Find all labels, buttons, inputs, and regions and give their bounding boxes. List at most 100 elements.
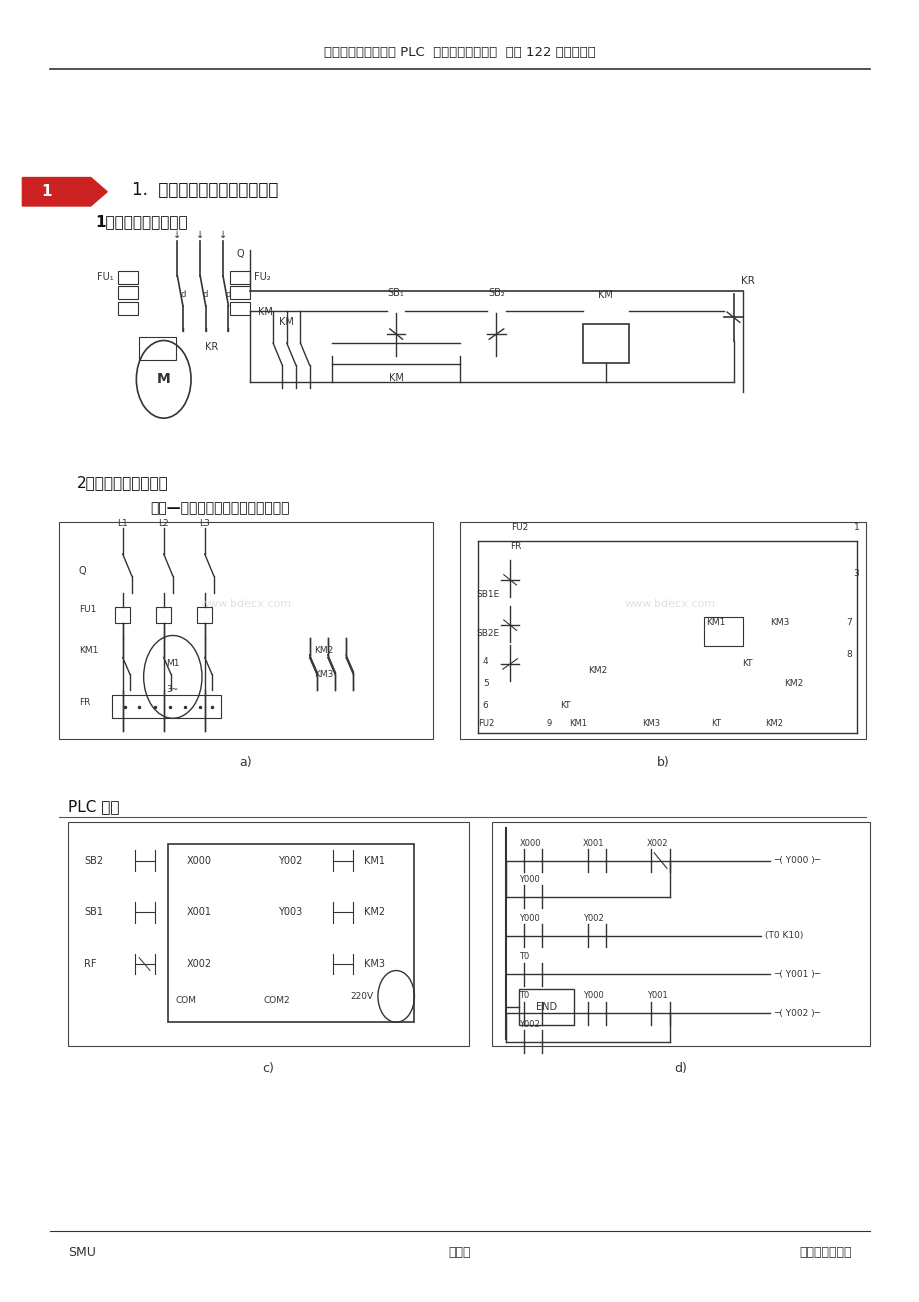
Text: 7: 7 bbox=[845, 618, 851, 628]
Text: FR: FR bbox=[510, 543, 521, 551]
Text: SB1: SB1 bbox=[85, 907, 103, 918]
Text: PLC 实现: PLC 实现 bbox=[68, 798, 119, 814]
Text: Y003: Y003 bbox=[278, 907, 301, 918]
Text: ─( Y001 )─: ─( Y001 )─ bbox=[774, 970, 820, 979]
Text: SB₁: SB₁ bbox=[388, 288, 404, 298]
Text: 1: 1 bbox=[853, 523, 858, 533]
Text: 220V: 220V bbox=[350, 992, 373, 1001]
Text: FU2: FU2 bbox=[478, 719, 494, 728]
Text: X001: X001 bbox=[187, 907, 211, 918]
Text: KM: KM bbox=[597, 290, 613, 301]
Text: M1: M1 bbox=[166, 659, 179, 668]
Text: T0: T0 bbox=[518, 953, 529, 961]
Text: KM1: KM1 bbox=[706, 618, 725, 628]
Text: FU₂: FU₂ bbox=[254, 272, 270, 283]
Text: FU1: FU1 bbox=[79, 605, 96, 615]
Text: KM: KM bbox=[389, 372, 403, 383]
Text: ↓: ↓ bbox=[196, 229, 204, 240]
Text: FR: FR bbox=[79, 698, 90, 707]
Text: KM3: KM3 bbox=[313, 669, 334, 678]
Bar bbox=[59, 522, 432, 740]
Bar bbox=[156, 607, 171, 622]
Text: FU₁: FU₁ bbox=[96, 272, 113, 283]
Bar bbox=[230, 302, 250, 315]
Text: 4: 4 bbox=[482, 656, 488, 665]
Text: KM1: KM1 bbox=[79, 647, 98, 655]
Text: SMU: SMU bbox=[68, 1246, 96, 1259]
Text: Q: Q bbox=[236, 249, 244, 259]
Text: COM2: COM2 bbox=[264, 996, 290, 1005]
Text: Y000: Y000 bbox=[518, 914, 539, 923]
Text: 3: 3 bbox=[853, 569, 858, 578]
Bar bbox=[118, 286, 138, 299]
Text: KM2: KM2 bbox=[587, 665, 607, 674]
Text: ↓: ↓ bbox=[219, 229, 227, 240]
Text: X000: X000 bbox=[187, 855, 211, 866]
Text: SB₂: SB₂ bbox=[488, 288, 505, 298]
Text: KM3: KM3 bbox=[364, 960, 385, 969]
Text: KT: KT bbox=[710, 719, 720, 728]
Bar bbox=[168, 844, 414, 1022]
Text: M: M bbox=[156, 372, 170, 387]
Text: 3~: 3~ bbox=[166, 685, 179, 694]
Text: X000: X000 bbox=[518, 838, 540, 848]
Text: KM1: KM1 bbox=[364, 855, 385, 866]
Text: 8: 8 bbox=[845, 651, 851, 659]
Text: www.bdecx.com: www.bdecx.com bbox=[200, 599, 291, 609]
Text: RF: RF bbox=[85, 960, 96, 969]
Text: Y000: Y000 bbox=[583, 991, 603, 1000]
Text: (T0 K10): (T0 K10) bbox=[765, 931, 803, 940]
Text: Y002: Y002 bbox=[518, 1019, 539, 1029]
Text: KM2: KM2 bbox=[313, 647, 333, 655]
Text: END: END bbox=[536, 1001, 557, 1012]
Text: KM2: KM2 bbox=[364, 907, 385, 918]
Bar bbox=[139, 337, 176, 359]
Text: 9: 9 bbox=[546, 719, 551, 728]
Bar bbox=[460, 522, 865, 740]
Text: L3: L3 bbox=[199, 519, 210, 529]
Text: SB1E: SB1E bbox=[476, 590, 499, 599]
Text: b): b) bbox=[656, 755, 668, 768]
Text: 测控技术与仪器: 测控技术与仪器 bbox=[799, 1246, 851, 1259]
Text: 5: 5 bbox=[482, 678, 488, 687]
Bar bbox=[518, 988, 573, 1025]
Text: ↓: ↓ bbox=[173, 229, 181, 240]
Text: 星形—三角形换接降压起动控制线路: 星形—三角形换接降压起动控制线路 bbox=[150, 501, 289, 516]
Bar bbox=[68, 822, 469, 1046]
Bar bbox=[704, 617, 742, 646]
Text: KM: KM bbox=[257, 307, 272, 318]
Text: 1.  笼型电动机的起动控制线路: 1. 笼型电动机的起动控制线路 bbox=[131, 181, 278, 199]
Text: KM1: KM1 bbox=[569, 719, 586, 728]
Text: 上海海事大学电气系 PLC  考试试题类型示例  测控 122 班委会编制: 上海海事大学电气系 PLC 考试试题类型示例 测控 122 班委会编制 bbox=[323, 46, 596, 59]
Text: Y001: Y001 bbox=[646, 991, 667, 1000]
Text: 1: 1 bbox=[41, 185, 52, 199]
Text: KR: KR bbox=[205, 342, 218, 352]
Text: KM2: KM2 bbox=[765, 719, 783, 728]
Text: d: d bbox=[225, 290, 231, 299]
Text: KT: KT bbox=[560, 700, 570, 710]
Text: 电气系: 电气系 bbox=[448, 1246, 471, 1259]
Text: d: d bbox=[203, 290, 208, 299]
Text: Y002: Y002 bbox=[278, 855, 301, 866]
Text: c): c) bbox=[262, 1062, 274, 1075]
Text: KM: KM bbox=[279, 318, 294, 327]
FancyArrow shape bbox=[22, 177, 108, 206]
Text: 2）降压起动控制线路: 2）降压起动控制线路 bbox=[77, 475, 169, 491]
Text: X002: X002 bbox=[646, 838, 668, 848]
Bar bbox=[111, 695, 221, 719]
Text: 6: 6 bbox=[482, 700, 488, 710]
Text: KM3: KM3 bbox=[769, 618, 789, 628]
Text: T0: T0 bbox=[518, 991, 529, 1000]
Text: KT: KT bbox=[742, 659, 753, 668]
Text: Y002: Y002 bbox=[583, 914, 603, 923]
Bar bbox=[230, 286, 250, 299]
Text: Q: Q bbox=[79, 566, 86, 575]
Text: ─( Y000 )─: ─( Y000 )─ bbox=[774, 857, 820, 865]
Text: KR: KR bbox=[740, 276, 754, 286]
Text: L2: L2 bbox=[158, 519, 169, 529]
Text: 1）用接触器直接起动: 1）用接触器直接起动 bbox=[96, 214, 187, 229]
Bar bbox=[118, 302, 138, 315]
Bar bbox=[118, 271, 138, 284]
Text: L1: L1 bbox=[118, 519, 128, 529]
Text: d): d) bbox=[674, 1062, 686, 1075]
